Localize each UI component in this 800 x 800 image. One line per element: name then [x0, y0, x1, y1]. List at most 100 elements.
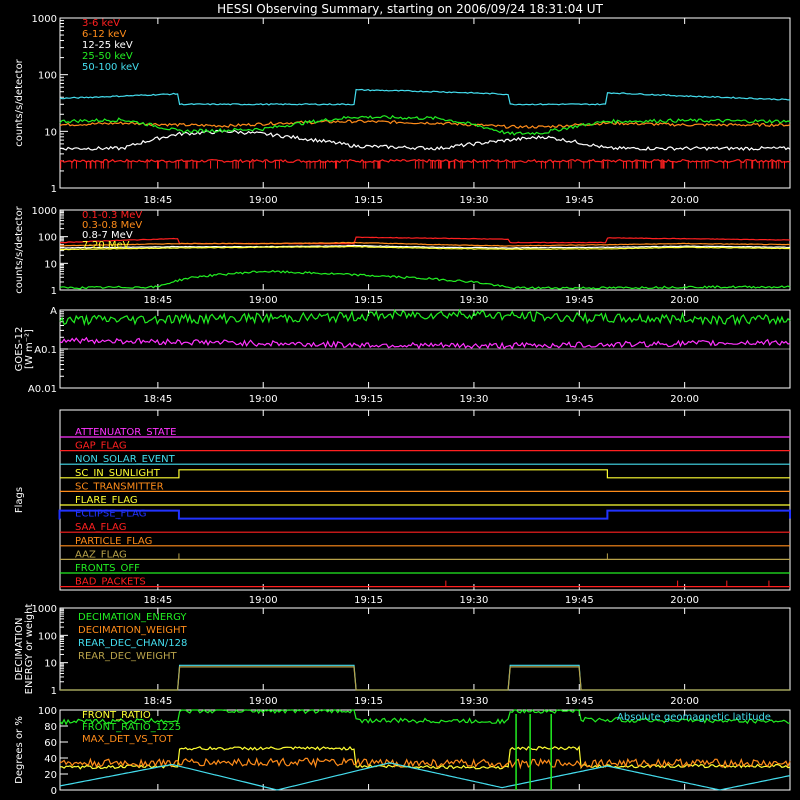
y-tick-label: 1 [51, 184, 57, 195]
y-tick-label: A0.01 [28, 384, 57, 395]
flag-line [58, 509, 791, 520]
legend-entry: REAR_DEC_CHAN/128 [78, 638, 187, 649]
legend-entry: FRONT_RATIO_1225 [82, 722, 181, 733]
y-tick-label: 100 [38, 706, 57, 717]
series-line [59, 119, 791, 129]
flag-label: SAA_FLAG [75, 522, 126, 533]
x-tick-label: 19:15 [354, 394, 383, 405]
x-tick-label: 19:30 [460, 696, 489, 707]
y-tick-label: 100 [38, 233, 57, 244]
x-tick-label: 20:00 [670, 295, 699, 306]
legend-entry: MAX_DET_VS_TOT [82, 734, 174, 745]
chart-title: HESSI Observing Summary, starting on 200… [217, 2, 603, 16]
legend-entry: FRONT_RATIO [82, 710, 151, 721]
x-tick-label: 19:30 [460, 595, 489, 606]
series-line [59, 241, 791, 247]
panel-high-energy: 18:45 19:00 19:15 19:30 19:45 20:00 1 10 100 1000… [14, 205, 791, 306]
x-tick-label: 19:15 [354, 595, 383, 606]
panel-frame [59, 409, 791, 591]
panel-frame [59, 709, 791, 791]
x-tick-label: 18:45 [143, 595, 172, 606]
series-line [59, 269, 791, 290]
flag-label: FRONTS_OFF [75, 563, 140, 574]
series-line [59, 245, 791, 251]
series-line [59, 236, 791, 245]
y-tick-label: 10 [44, 259, 57, 270]
y-tick-label: 0 [51, 786, 57, 797]
legend-entry: 6-12 keV [82, 29, 126, 40]
panel-frame [59, 209, 791, 291]
series-line [59, 756, 791, 770]
series-line [60, 666, 790, 691]
series-line [59, 114, 791, 136]
panel-frame [59, 17, 791, 189]
series-line [59, 244, 791, 249]
x-tick-label: 18:45 [143, 394, 172, 405]
x-tick-label: 19:00 [249, 195, 278, 206]
panel-goes: 18:45 19:00 19:15 19:30 19:45 20:00 A0.01 A0.1 A… [14, 306, 791, 405]
flag-line [60, 469, 790, 479]
x-tick-label: 20:00 [670, 696, 699, 707]
series-line [59, 708, 791, 726]
flag-label: GAP_FLAG [75, 441, 127, 452]
legend-entry: 0.8-7 MeV [82, 230, 133, 241]
y-tick-label: 1000 [32, 14, 57, 25]
series-line [60, 664, 790, 691]
flag-label: BAD_PACKETS [75, 577, 146, 588]
legend-entry: REAR_DEC_WEIGHT [78, 651, 177, 662]
y-tick-label: 1 [51, 286, 57, 297]
flag-label: AAZ_FLAG [75, 549, 127, 560]
panel-orbit: 0 20 40 60 80 100 FRONT_RATIOFRONT_RATIO_1225M… [14, 706, 791, 797]
x-tick-label: 18:45 [143, 696, 172, 707]
x-tick-label: 19:45 [565, 195, 594, 206]
y-axis-label: Flags [14, 487, 25, 513]
series-line [59, 336, 791, 350]
x-tick-label: 19:45 [565, 696, 594, 707]
legend-entry: 0.1-0.3 MeV [82, 210, 142, 221]
legend-entry: DECIMATION_WEIGHT [78, 625, 187, 636]
y-tick-label: 10 [44, 659, 57, 670]
y-tick-label: 10 [44, 127, 57, 138]
y-tick-label: 20 [44, 770, 57, 781]
y-tick-label: 40 [44, 754, 57, 765]
legend-entry: 3-6 keV [82, 18, 120, 29]
x-tick-label: 20:00 [670, 394, 699, 405]
x-tick-label: 19:00 [249, 295, 278, 306]
x-tick-label: 19:00 [249, 394, 278, 405]
x-tick-label: 20:00 [670, 195, 699, 206]
flag-label: SC_IN_SUNLIGHT [75, 468, 161, 479]
legend-entry: 12-25 keV [82, 40, 133, 51]
flag-label: FLARE_FLAG [75, 495, 138, 506]
y-tick-label: 100 [38, 71, 57, 82]
x-tick-label: 19:00 [249, 696, 278, 707]
x-tick-label: 20:00 [670, 595, 699, 606]
flag-label: ECLIPSE_FLAG [75, 509, 146, 520]
panel-low-energy: 18:45 19:00 19:15 19:30 19:45 20:00 1 10 100 1000… [14, 14, 791, 206]
x-tick-label: 19:30 [460, 295, 489, 306]
y-tick-label: 60 [44, 738, 57, 749]
flag-label: NON_SOLAR_EVENT [75, 454, 176, 465]
x-tick-label: 19:15 [354, 295, 383, 306]
y-axis-label: counts/s/detector [14, 205, 25, 293]
y-tick-label: 80 [44, 722, 57, 733]
x-tick-label: 18:45 [143, 195, 172, 206]
legend-entry: 0.3-0.8 MeV [82, 220, 142, 231]
y-tick-label: A [50, 306, 57, 317]
x-tick-label: 19:00 [249, 595, 278, 606]
series-line [59, 88, 791, 106]
y-axis-label-2: ENERGY or weight [24, 604, 35, 695]
x-tick-label: 19:30 [460, 195, 489, 206]
flag-label: SC_TRANSMITTER [75, 481, 164, 492]
series-line [59, 762, 791, 791]
y-axis-units: [W m⁻²] [24, 329, 35, 369]
panel-decimation: 18:45 19:00 19:15 19:30 19:45 20:00 1 10 100 1000… [14, 604, 791, 707]
y-axis-label: counts/s/detector [14, 58, 25, 146]
panel-flags: 18:45 19:00 19:15 19:30 19:45 20:00 ATTENUATOR… [14, 409, 791, 606]
legend-entry: 7-20 MeV [82, 240, 130, 251]
x-tick-label: 19:15 [354, 195, 383, 206]
flag-label: ATTENUATOR_STATE [75, 427, 176, 438]
series-line [59, 129, 791, 151]
y-tick-label: 1000 [32, 206, 57, 217]
y-tick-label: 1000 [32, 604, 57, 615]
series-line [59, 308, 791, 327]
